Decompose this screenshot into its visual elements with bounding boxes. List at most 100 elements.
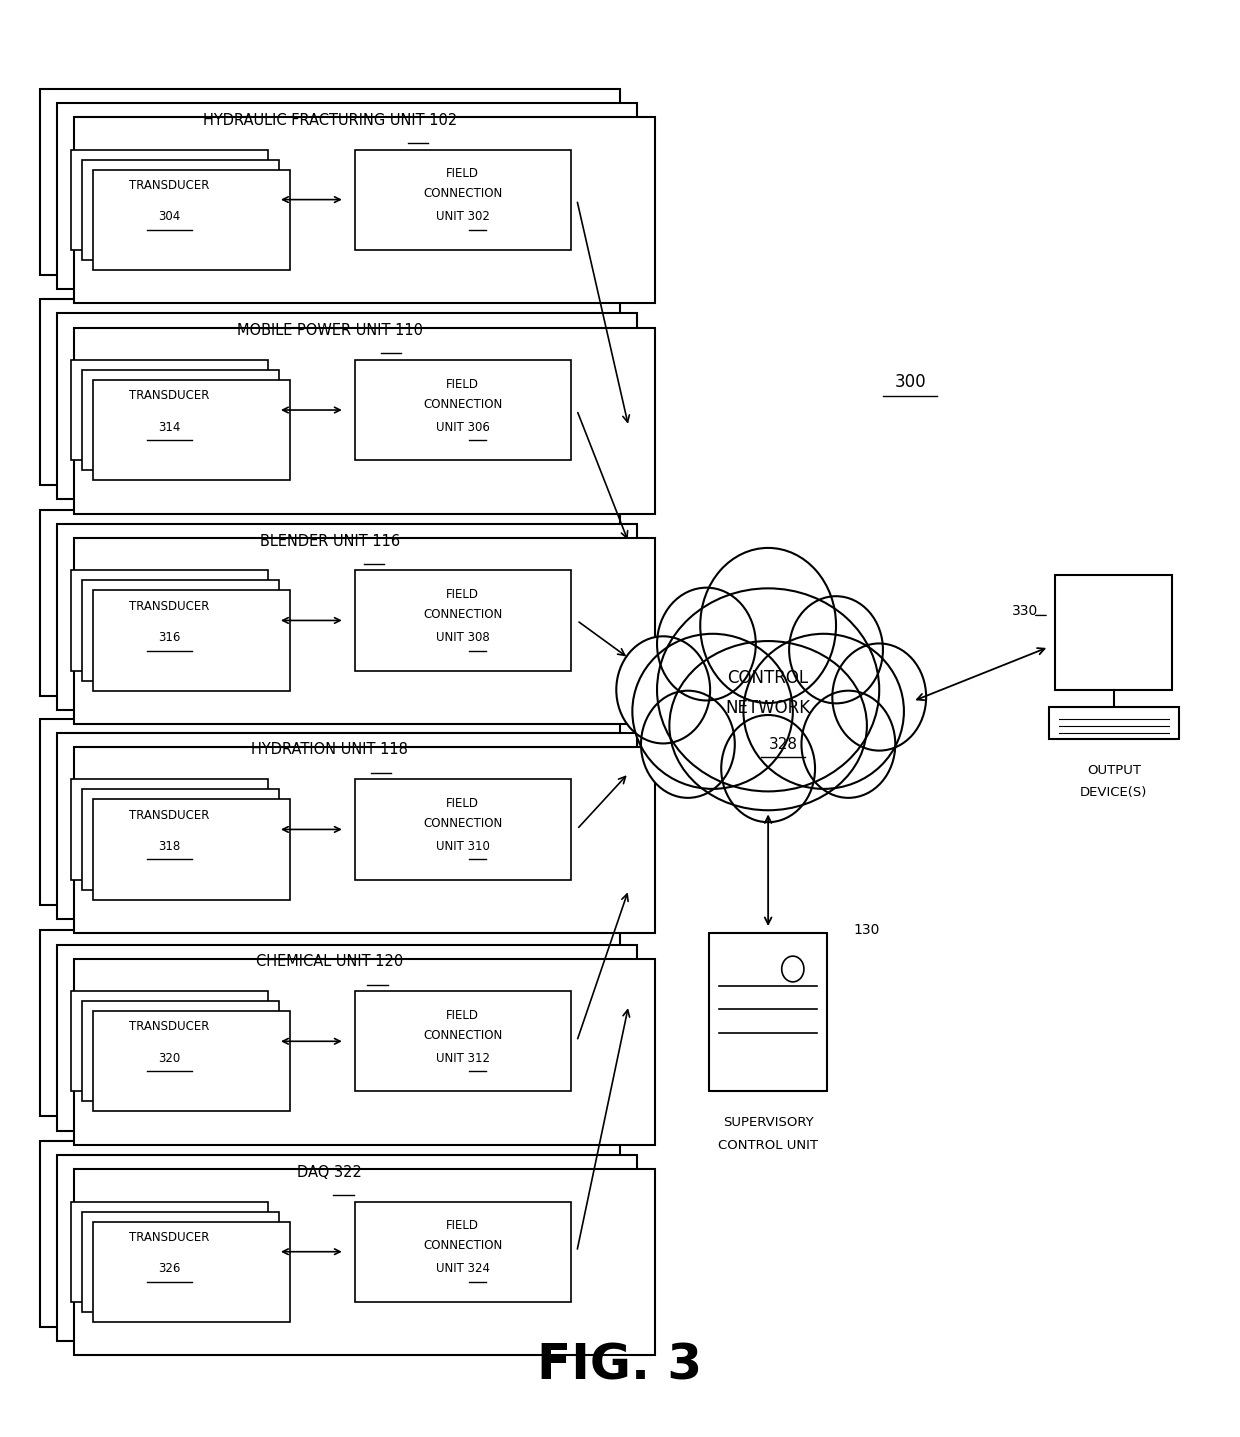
Bar (71, 570, 268, 671)
Bar (74, 118, 655, 303)
Text: CONNECTION: CONNECTION (423, 818, 502, 831)
Ellipse shape (616, 637, 711, 743)
Text: MOBILE POWER UNIT 110: MOBILE POWER UNIT 110 (237, 323, 423, 338)
Text: FIELD: FIELD (446, 798, 479, 810)
Bar (355, 359, 570, 460)
Bar (57, 103, 637, 289)
Text: TRANSDUCER: TRANSDUCER (129, 599, 210, 612)
Text: FIELD: FIELD (446, 588, 479, 601)
Text: DAQ 322: DAQ 322 (298, 1165, 362, 1180)
Bar (71, 1201, 268, 1302)
Ellipse shape (801, 691, 895, 798)
Ellipse shape (670, 641, 867, 810)
Text: CONNECTION: CONNECTION (423, 1240, 502, 1253)
Text: UNIT 306: UNIT 306 (435, 421, 490, 434)
Text: 330: 330 (1012, 604, 1038, 618)
Bar (82, 369, 279, 470)
Text: FIELD: FIELD (446, 1220, 479, 1233)
Circle shape (781, 956, 804, 981)
Bar (57, 525, 637, 710)
Bar (71, 779, 268, 879)
Text: CONNECTION: CONNECTION (423, 608, 502, 621)
Bar (82, 1002, 279, 1101)
Text: FIELD: FIELD (446, 167, 479, 180)
Text: TRANSDUCER: TRANSDUCER (129, 1232, 210, 1244)
Bar (82, 789, 279, 890)
Text: OUTPUT: OUTPUT (1086, 763, 1141, 776)
Bar (355, 779, 570, 879)
Bar (57, 1155, 637, 1341)
Text: UNIT 308: UNIT 308 (435, 631, 490, 644)
Bar (355, 992, 570, 1091)
Bar (93, 1012, 290, 1111)
Bar (355, 1201, 570, 1302)
Text: TRANSDUCER: TRANSDUCER (129, 178, 210, 191)
Bar (93, 591, 290, 691)
Bar (93, 379, 290, 480)
Bar (74, 537, 655, 724)
Bar (40, 1141, 620, 1326)
Text: UNIT 302: UNIT 302 (435, 210, 490, 223)
Bar (93, 170, 290, 270)
Ellipse shape (789, 596, 883, 703)
Text: NETWORK: NETWORK (725, 700, 811, 717)
Text: 130: 130 (854, 924, 880, 937)
Bar (40, 299, 620, 486)
Bar (74, 1170, 655, 1355)
Bar (40, 89, 620, 274)
Text: CONNECTION: CONNECTION (423, 187, 502, 200)
Ellipse shape (832, 644, 926, 750)
Bar (57, 313, 637, 500)
Bar (93, 799, 290, 900)
Text: CONNECTION: CONNECTION (423, 1029, 502, 1042)
Text: BLENDER UNIT 116: BLENDER UNIT 116 (260, 533, 401, 549)
Bar (1055, 575, 1172, 690)
Text: SUPERVISORY: SUPERVISORY (723, 1115, 813, 1128)
Ellipse shape (641, 691, 735, 798)
Text: HYDRATION UNIT 118: HYDRATION UNIT 118 (252, 743, 408, 757)
Text: 300: 300 (894, 374, 926, 391)
Bar (57, 944, 637, 1131)
Ellipse shape (657, 588, 879, 792)
Text: 328: 328 (769, 737, 797, 752)
Bar (1049, 707, 1178, 739)
Bar (355, 149, 570, 250)
Text: FIELD: FIELD (446, 378, 479, 391)
Text: DEVICE(S): DEVICE(S) (1080, 786, 1147, 799)
Text: CONTROL: CONTROL (728, 670, 808, 687)
Text: FIELD: FIELD (446, 1009, 479, 1022)
Ellipse shape (632, 634, 792, 789)
Text: CONNECTION: CONNECTION (423, 398, 502, 411)
Text: UNIT 324: UNIT 324 (435, 1262, 490, 1276)
Text: 320: 320 (159, 1052, 181, 1065)
Bar (71, 992, 268, 1091)
Bar (57, 733, 637, 918)
Bar (74, 747, 655, 933)
Ellipse shape (722, 716, 815, 822)
Bar (74, 328, 655, 514)
Bar (82, 581, 279, 681)
Text: 314: 314 (159, 421, 181, 434)
Ellipse shape (657, 588, 756, 700)
Bar (709, 933, 827, 1091)
Text: TRANSDUCER: TRANSDUCER (129, 1020, 210, 1033)
Text: 318: 318 (159, 841, 181, 854)
Text: 326: 326 (159, 1262, 181, 1276)
Bar (40, 510, 620, 696)
Text: TRANSDUCER: TRANSDUCER (129, 389, 210, 402)
Text: TRANSDUCER: TRANSDUCER (129, 809, 210, 822)
Bar (93, 1221, 290, 1322)
Bar (71, 149, 268, 250)
Bar (82, 1211, 279, 1312)
Text: HYDRAULIC FRACTURING UNIT 102: HYDRAULIC FRACTURING UNIT 102 (203, 112, 458, 128)
Bar (355, 570, 570, 671)
Text: CONTROL UNIT: CONTROL UNIT (718, 1138, 818, 1151)
Text: FIG. 3: FIG. 3 (537, 1342, 703, 1390)
Bar (82, 160, 279, 260)
Ellipse shape (701, 547, 836, 703)
Bar (74, 958, 655, 1145)
Ellipse shape (744, 634, 904, 789)
Bar (40, 930, 620, 1117)
Bar (40, 718, 620, 904)
Text: UNIT 312: UNIT 312 (435, 1052, 490, 1065)
